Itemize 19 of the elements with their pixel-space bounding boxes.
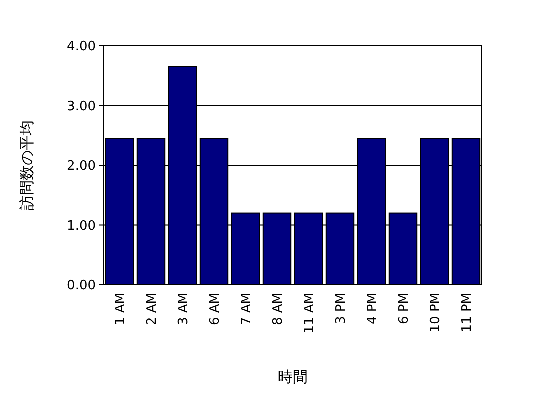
x-tick-label: 6 AM [208, 293, 223, 326]
x-tick-label: 1 AM [113, 293, 128, 326]
x-tick-label: 8 AM [270, 293, 286, 326]
y-tick-label: 2.00 [67, 159, 96, 174]
y-tick-label: 1.00 [67, 218, 96, 234]
x-tick-label: 3 PM [334, 293, 349, 324]
y-axis-title: 訪問数の平均 [18, 120, 36, 210]
x-tick-label: 10 PM [428, 293, 444, 333]
x-tick-label: 7 AM [239, 293, 254, 326]
x-tick-label: 6 PM [396, 293, 412, 324]
x-tick-label: 3 AM [176, 293, 192, 326]
y-tick-label: 3.00 [67, 99, 96, 114]
x-tick-label: 11 AM [302, 293, 318, 334]
x-tick-label: 11 PM [460, 293, 475, 333]
y-tick-label: 4.00 [67, 40, 96, 55]
x-tick-label: 2 AM [144, 293, 160, 326]
x-axis-title: 時間 [278, 368, 308, 386]
y-tick-label: 0.00 [67, 278, 96, 294]
x-tick-label: 4 PM [365, 293, 380, 324]
